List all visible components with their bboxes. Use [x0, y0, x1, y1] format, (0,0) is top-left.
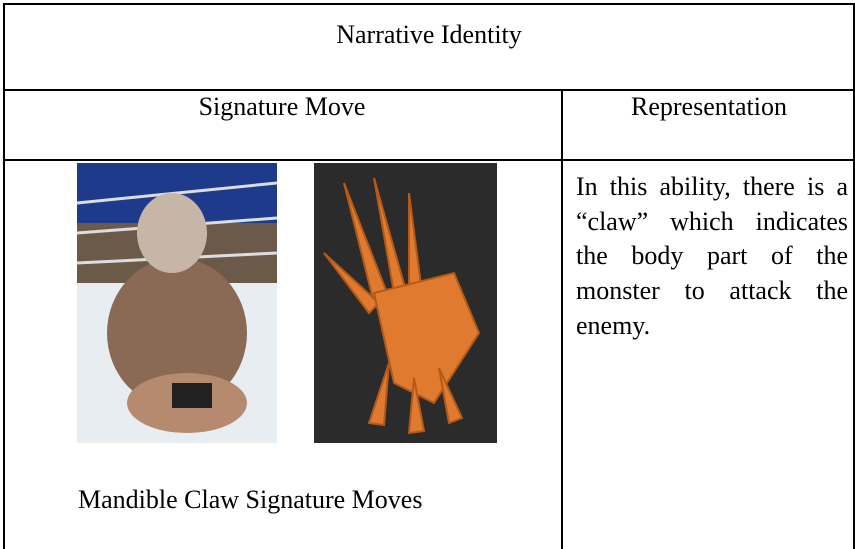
table-title: Narrative Identity: [336, 20, 522, 49]
row-divider: [3, 159, 855, 161]
wrestling-photo: [77, 163, 277, 443]
column-divider: [561, 89, 563, 549]
claw-photo: [314, 163, 497, 443]
image-caption: Mandible Claw Signature Moves: [78, 485, 423, 514]
table-border: [3, 3, 855, 549]
column-header: Signature Move: [198, 92, 366, 121]
column-header: Representation: [631, 92, 787, 121]
row-divider: [3, 89, 855, 91]
representation-text: In this ability, there is a “claw” which…: [576, 172, 848, 340]
